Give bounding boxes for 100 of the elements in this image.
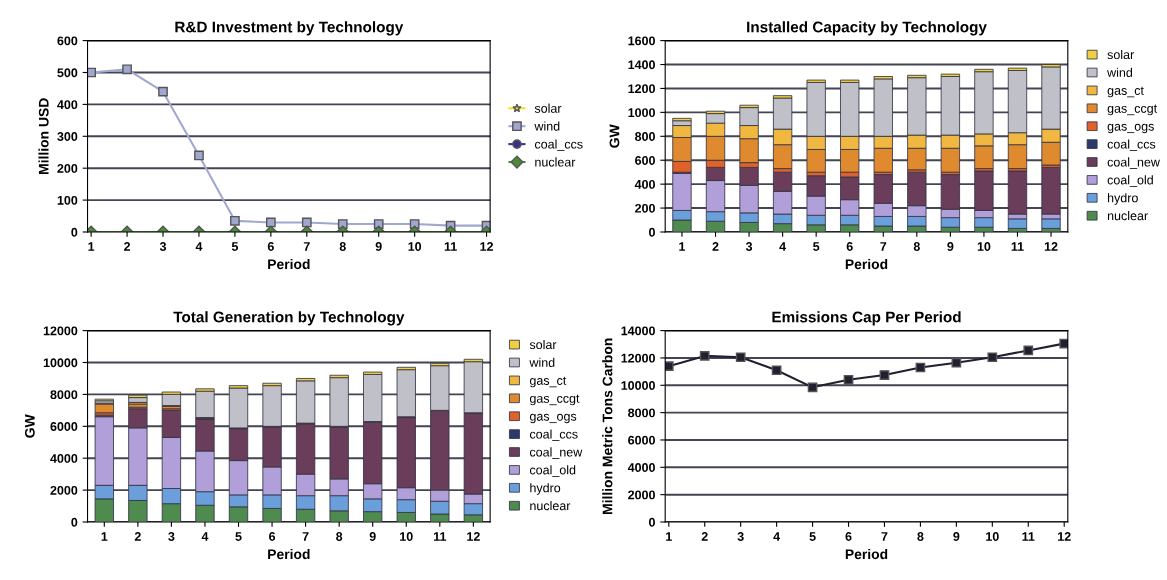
y-tick-label: 10000 <box>621 381 655 390</box>
x-tick-label: 10 <box>986 532 999 541</box>
x-tick-label: 8 <box>339 242 346 251</box>
legend-label: solar <box>534 103 562 113</box>
legend-label: coal_ccs <box>534 139 583 151</box>
x-axis-title: Period <box>845 258 888 270</box>
y-tick-label: 200 <box>57 164 78 173</box>
x-tick-label: 10 <box>408 242 422 251</box>
x-tick-label: 8 <box>917 532 924 541</box>
x-tick-label: 10 <box>400 532 413 541</box>
chart-title: Installed Capacity by Technology <box>747 21 987 36</box>
y-tick-label: 4000 <box>627 463 655 472</box>
x-tick-label: 1 <box>101 532 108 541</box>
y-tick-label: 1200 <box>628 84 655 94</box>
y-axis-title: Million Metric Tons Carbon <box>602 338 613 514</box>
x-tick-label: 9 <box>369 532 376 541</box>
y-tick-label: 400 <box>634 179 655 189</box>
x-tick-label: 9 <box>947 242 954 251</box>
legend-label: solar <box>529 339 557 350</box>
y-tick-label: 100 <box>57 195 78 205</box>
legend-label: coal_ccs <box>1107 139 1156 151</box>
x-tick-label: 11 <box>444 242 457 251</box>
x-tick-label: 10 <box>977 242 991 251</box>
legend-label: nuclear <box>535 157 576 167</box>
x-tick-label: 4 <box>201 532 209 541</box>
y-tick-label: 2000 <box>50 485 78 495</box>
legend-label: wind <box>1107 67 1133 77</box>
y-tick-label: 8000 <box>50 390 78 400</box>
legend-label: coal_new <box>1107 157 1160 169</box>
y-tick-label: 600 <box>57 36 78 46</box>
x-tick-label: 5 <box>813 242 820 251</box>
x-tick-label: 9 <box>953 532 960 541</box>
y-tick-label: 4000 <box>50 454 78 463</box>
y-tick-label: 0 <box>71 227 78 237</box>
legend-label: wind <box>534 121 560 131</box>
y-tick-label: 14000 <box>621 326 655 336</box>
y-axis-title: Million USD <box>38 98 49 174</box>
y-tick-label: 12000 <box>43 326 78 336</box>
x-tick-label: 6 <box>267 242 274 251</box>
y-tick-label: 6000 <box>50 422 78 431</box>
legend-label: gas_ogs <box>1107 123 1154 134</box>
legend-label: nuclear <box>1107 211 1148 221</box>
x-tick-label: 8 <box>336 532 343 541</box>
x-tick-label: 9 <box>375 242 382 251</box>
legend-label: gas_ct <box>1107 86 1144 98</box>
x-tick-label: 1 <box>88 242 95 251</box>
x-tick-label: 3 <box>737 532 744 541</box>
legend-label: hydro <box>530 483 561 495</box>
x-tick-label: 11 <box>1011 242 1024 251</box>
y-tick-label: 0 <box>649 227 655 237</box>
x-tick-label: 7 <box>302 532 309 541</box>
x-tick-label: 11 <box>433 532 447 541</box>
x-tick-label: 5 <box>809 532 816 541</box>
y-axis-title: GW <box>24 414 35 438</box>
y-tick-label: 0 <box>649 517 655 527</box>
legend-label: coal_old <box>529 465 576 477</box>
x-tick-label: 8 <box>913 242 920 251</box>
x-tick-label: 6 <box>845 532 852 541</box>
y-tick-label: 0 <box>71 517 78 527</box>
x-tick-label: 5 <box>235 532 242 541</box>
x-axis-title: Period <box>268 258 310 270</box>
y-tick-label: 400 <box>57 100 78 110</box>
x-tick-label: 11 <box>1022 532 1035 541</box>
y-tick-label: 10000 <box>43 358 78 368</box>
legend-label: hydro <box>1107 193 1138 205</box>
legend-label: gas_ogs <box>529 413 577 424</box>
x-tick-label: 1 <box>679 242 686 251</box>
x-tick-label: 3 <box>168 532 175 541</box>
x-tick-label: 7 <box>881 532 888 541</box>
legend-label: solar <box>1107 49 1134 60</box>
x-tick-label: 2 <box>701 532 708 541</box>
x-tick-label: 4 <box>779 242 787 251</box>
x-tick-label: 7 <box>303 242 310 251</box>
y-tick-label: 500 <box>57 68 78 78</box>
x-tick-label: 3 <box>159 242 167 251</box>
y-tick-label: 2000 <box>628 490 655 500</box>
y-tick-label: 1600 <box>628 36 655 46</box>
y-tick-label: 200 <box>635 203 655 213</box>
x-tick-label: 6 <box>846 242 853 251</box>
x-tick-label: 2 <box>712 242 719 251</box>
y-tick-label: 300 <box>57 132 78 141</box>
x-tick-label: 12 <box>1058 532 1071 541</box>
y-tick-label: 8000 <box>628 408 655 418</box>
x-tick-label: 7 <box>880 242 887 251</box>
y-tick-label: 800 <box>635 132 655 141</box>
x-tick-label: 4 <box>773 532 781 541</box>
x-tick-label: 3 <box>745 242 753 251</box>
x-tick-label: 12 <box>480 242 493 251</box>
y-tick-label: 600 <box>635 156 655 165</box>
x-tick-label: 5 <box>231 242 239 251</box>
x-tick-label: 2 <box>124 242 131 251</box>
y-tick-label: 6000 <box>628 435 655 445</box>
y-tick-label: 1000 <box>628 108 655 118</box>
x-axis-title: Period <box>845 548 888 560</box>
x-axis-title: Period <box>268 548 310 560</box>
legend-label: coal_ccs <box>529 429 578 441</box>
legend-label: gas_ccgt <box>1107 104 1158 116</box>
chart-title: R&D Investment by Technology <box>175 21 404 36</box>
x-tick-label: 12 <box>467 532 480 541</box>
chart-title: Total Generation by Technology <box>173 311 405 326</box>
